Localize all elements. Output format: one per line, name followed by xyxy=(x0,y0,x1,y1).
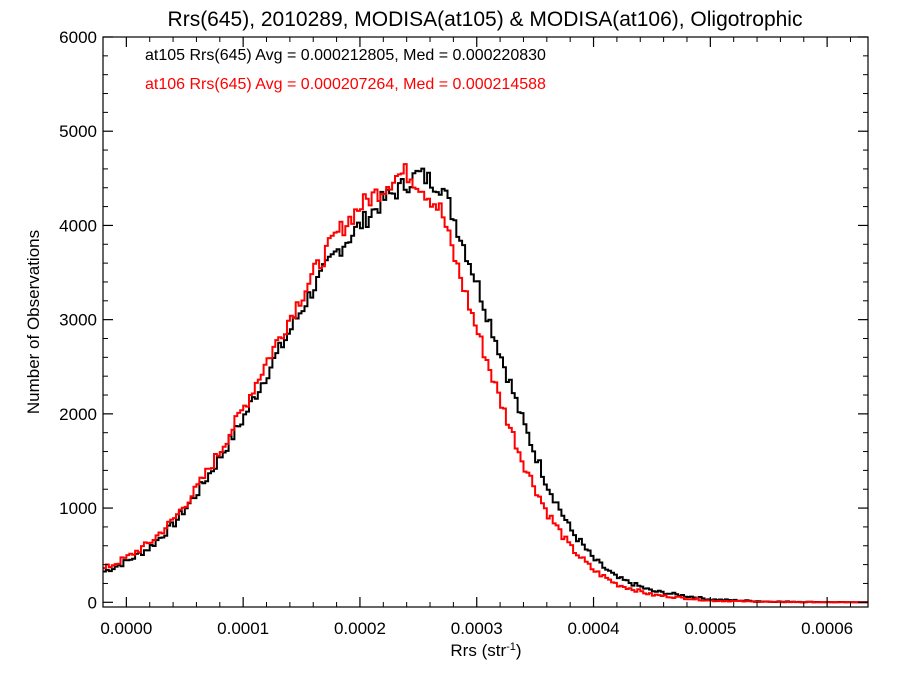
y-tick-label: 6000 xyxy=(59,28,97,47)
legend-entry-at105: at105 Rrs(645) Avg = 0.000212805, Med = … xyxy=(145,47,546,64)
y-tick-label: 4000 xyxy=(59,216,97,235)
y-tick-label: 5000 xyxy=(59,122,97,141)
legend: at105 Rrs(645) Avg = 0.000212805, Med = … xyxy=(145,47,546,93)
y-tick-label: 3000 xyxy=(59,311,97,330)
y-axis-title: Number of Observations xyxy=(24,230,43,414)
x-tick-label: 0.0000 xyxy=(100,619,152,638)
plot-frame xyxy=(102,36,869,608)
series-line-at106 xyxy=(103,163,868,604)
x-axis-title-close: ) xyxy=(516,641,522,660)
series-line-at105 xyxy=(103,167,868,604)
y-tick-label: 2000 xyxy=(59,405,97,424)
y-tick-label: 1000 xyxy=(59,499,97,518)
x-tick-label: 0.0006 xyxy=(801,619,853,638)
x-tick-label: 0.0001 xyxy=(217,619,269,638)
x-tick-label: 0.0002 xyxy=(334,619,386,638)
x-tick-label: 0.0005 xyxy=(684,619,736,638)
x-axis-title-superscript: -1 xyxy=(506,641,516,653)
chart-title: Rrs(645), 2010289, MODISA(at105) & MODIS… xyxy=(168,8,803,31)
y-tick-label: 0 xyxy=(88,593,97,612)
x-axis-title: Rrs (str-1) xyxy=(450,641,521,660)
y-axis: 0 1000 2000 3000 4000 5000 6000 xyxy=(59,28,868,612)
x-axis: 0.0000 0.0001 0.0002 0.0003 0.0004 0.0005 0.00… xyxy=(100,37,853,638)
legend-entry-at106: at106 Rrs(645) Avg = 0.000207264, Med = … xyxy=(145,76,546,93)
x-axis-title-text: Rrs (str xyxy=(450,641,506,660)
plot-area xyxy=(103,163,868,604)
x-tick-label: 0.0004 xyxy=(568,619,620,638)
x-tick-label: 0.0003 xyxy=(451,619,503,638)
